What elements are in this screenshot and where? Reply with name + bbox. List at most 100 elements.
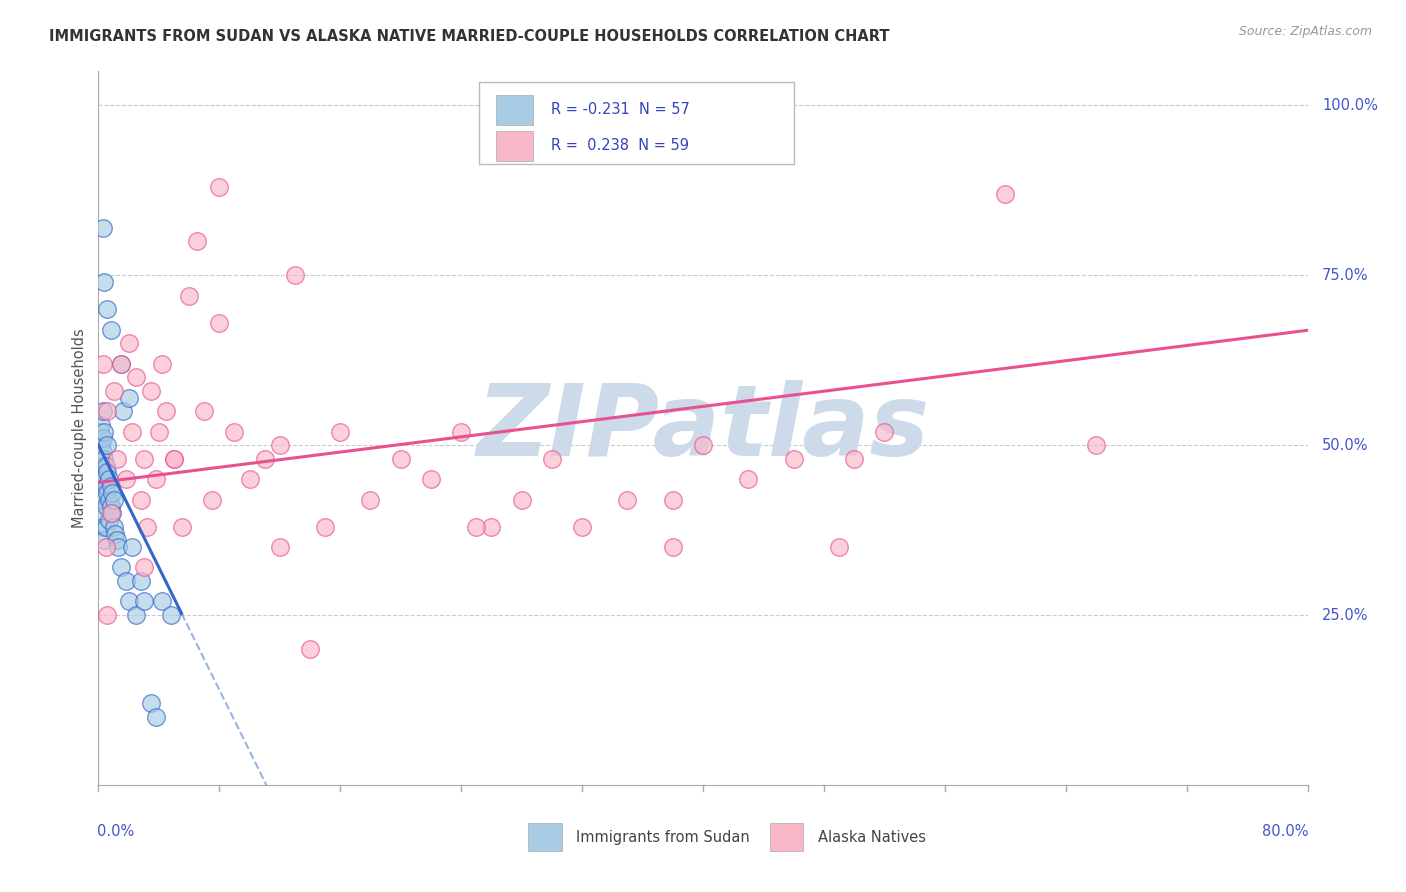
Point [360, 492, 382, 507]
Point [110, 357, 132, 371]
Point [94, 540, 117, 554]
Point [111, 404, 134, 418]
Point [224, 425, 246, 439]
Point [269, 438, 291, 452]
Point [104, 526, 127, 541]
Point [105, 533, 128, 548]
Point [103, 492, 125, 507]
Point [269, 540, 291, 554]
FancyBboxPatch shape [496, 95, 533, 125]
Point [98, 513, 121, 527]
Point [96, 438, 118, 452]
Point [101, 485, 124, 500]
FancyBboxPatch shape [479, 82, 793, 164]
Point [299, 642, 322, 657]
Y-axis label: Married-couple Households: Married-couple Households [72, 328, 87, 528]
Point [91, 519, 114, 533]
Point [314, 519, 336, 533]
Point [91, 357, 114, 371]
Point [160, 608, 183, 623]
Point [91, 404, 114, 418]
Point [692, 438, 714, 452]
Point [114, 472, 136, 486]
Point [93, 492, 115, 507]
Point [94, 500, 117, 514]
Point [94, 458, 117, 473]
Point [465, 519, 488, 533]
Point [208, 180, 231, 194]
Text: R =  0.238  N = 59: R = 0.238 N = 59 [551, 138, 689, 153]
Point [94, 519, 117, 533]
Point [844, 451, 866, 466]
Point [177, 288, 201, 302]
Point [201, 492, 224, 507]
Point [121, 540, 143, 554]
Point [132, 451, 155, 466]
Point [1085, 438, 1108, 452]
Point [100, 500, 122, 514]
Point [208, 316, 231, 330]
Point [91, 220, 114, 235]
Point [98, 492, 121, 507]
Point [103, 384, 125, 398]
Point [145, 472, 167, 486]
Point [125, 370, 148, 384]
Point [93, 275, 115, 289]
Point [129, 492, 152, 507]
Point [110, 560, 132, 574]
Point [98, 472, 121, 486]
Point [163, 451, 186, 466]
Point [148, 425, 170, 439]
Point [661, 492, 683, 507]
Point [90, 492, 112, 507]
Point [101, 506, 124, 520]
Point [155, 404, 177, 418]
Point [125, 608, 148, 623]
Text: R = -0.231  N = 57: R = -0.231 N = 57 [551, 103, 689, 118]
Point [239, 472, 262, 486]
Point [661, 540, 683, 554]
Text: 0.0%: 0.0% [97, 824, 135, 839]
Point [329, 425, 352, 439]
Point [96, 466, 118, 480]
Point [90, 458, 112, 473]
Text: Immigrants from Sudan: Immigrants from Sudan [576, 830, 749, 845]
FancyBboxPatch shape [527, 823, 561, 851]
Point [170, 519, 193, 533]
Point [90, 479, 112, 493]
Point [150, 357, 173, 371]
Text: IMMIGRANTS FROM SUDAN VS ALASKA NATIVE MARRIED-COUPLE HOUSEHOLDS CORRELATION CHA: IMMIGRANTS FROM SUDAN VS ALASKA NATIVE M… [49, 29, 890, 44]
Point [389, 451, 412, 466]
Point [118, 391, 141, 405]
Point [100, 506, 122, 520]
Point [450, 425, 472, 439]
Point [91, 431, 114, 445]
Point [873, 425, 896, 439]
Point [110, 357, 132, 371]
Text: 75.0%: 75.0% [1322, 268, 1368, 283]
Point [118, 594, 141, 608]
Point [91, 466, 114, 480]
Point [103, 519, 125, 533]
Point [540, 451, 562, 466]
Point [96, 302, 118, 317]
Point [253, 451, 276, 466]
Text: 25.0%: 25.0% [1322, 607, 1368, 623]
Point [571, 519, 593, 533]
Point [163, 451, 186, 466]
Point [96, 485, 118, 500]
Point [510, 492, 533, 507]
Point [481, 519, 503, 533]
Text: 80.0%: 80.0% [1263, 824, 1309, 839]
Point [96, 404, 118, 418]
Point [186, 234, 208, 248]
Text: Alaska Natives: Alaska Natives [818, 830, 927, 845]
Point [94, 479, 117, 493]
Point [93, 425, 115, 439]
Text: ZIPatlas: ZIPatlas [477, 380, 929, 476]
Point [132, 594, 155, 608]
Point [90, 417, 112, 432]
Point [91, 445, 114, 459]
Point [96, 608, 118, 623]
Point [150, 594, 173, 608]
